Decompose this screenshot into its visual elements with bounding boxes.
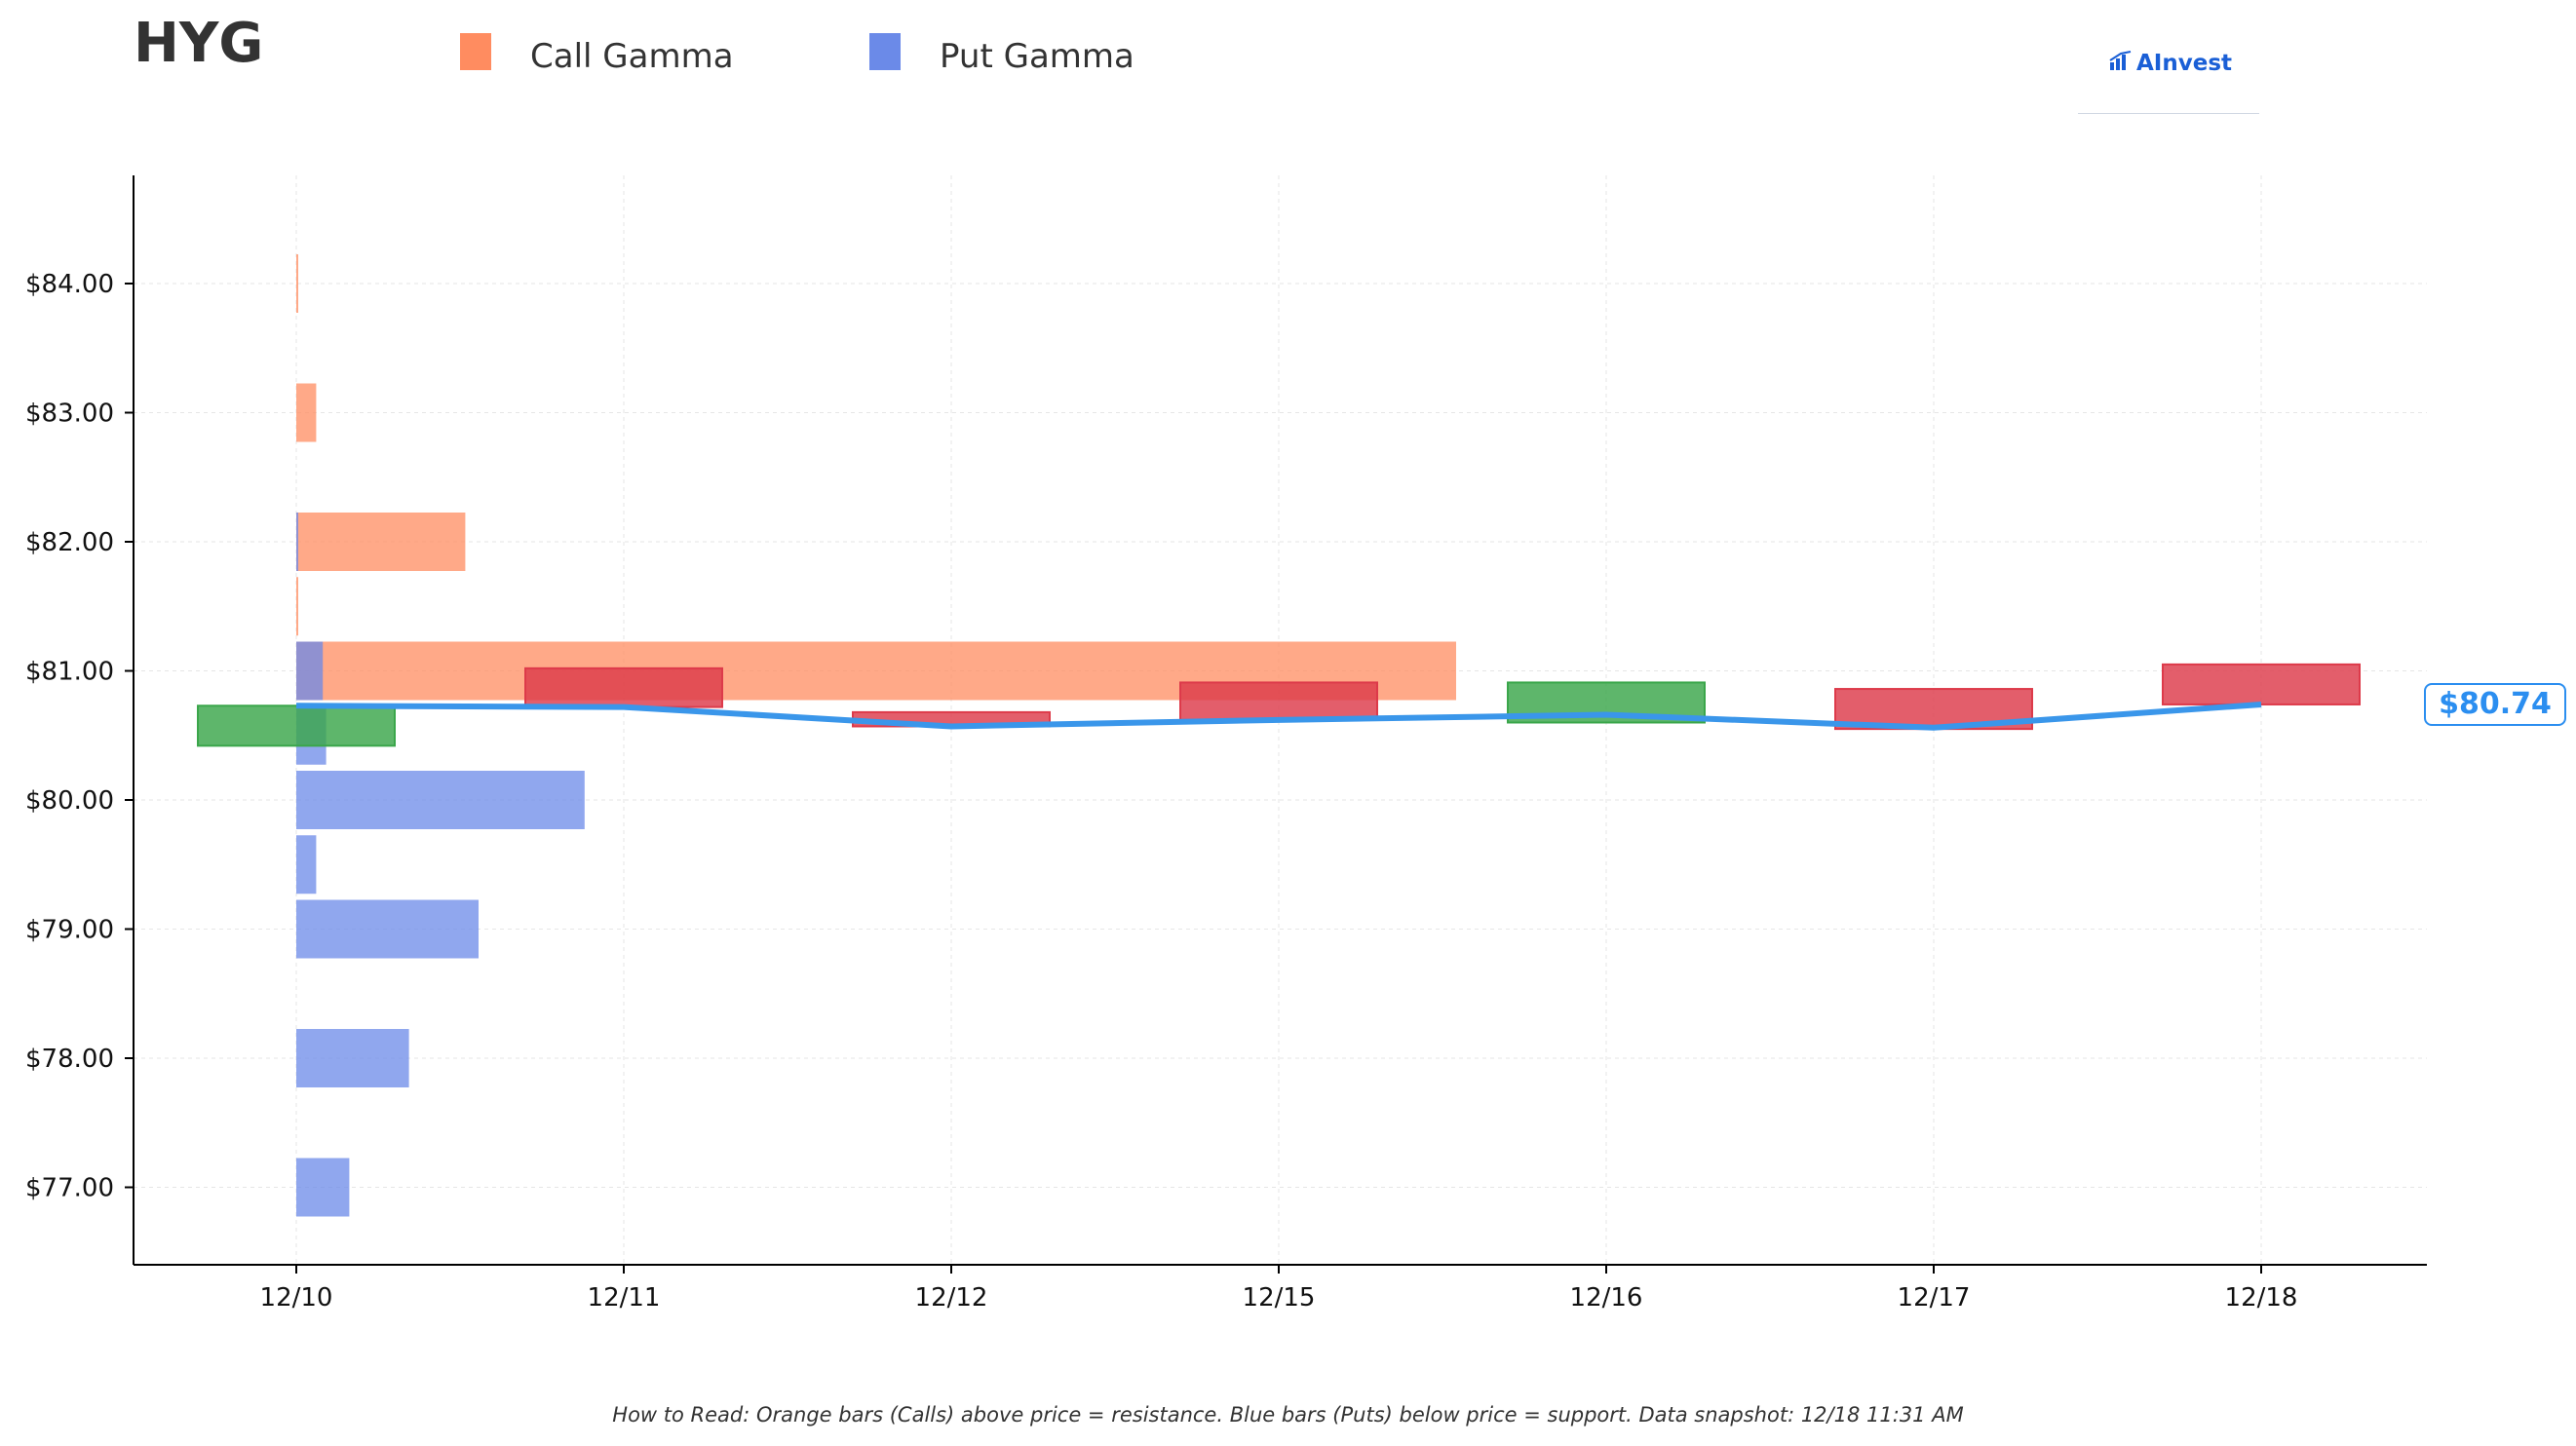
candle-body (2162, 663, 2361, 705)
axes (133, 175, 2427, 1266)
candle-body (524, 666, 723, 708)
call-gamma-bar (296, 254, 298, 313)
put-gamma-bar (296, 513, 298, 571)
legend-item-call-gamma: Call Gamma (460, 33, 734, 76)
y-tick-label: $77.00 (25, 1174, 114, 1203)
tick-labels: $77.00 $78.00 $79.00 $80.00 $81.00 $82.00 $83.… (25, 270, 2297, 1313)
legend-label-call-gamma: Call Gamma (530, 37, 734, 76)
gamma-bars (296, 254, 1456, 1217)
legend-label-put-gamma: Put Gamma (940, 37, 1134, 76)
call-gamma-bar (296, 383, 317, 442)
call-gamma-bar (296, 577, 298, 636)
legend-item-put-gamma: Put Gamma (869, 33, 1134, 76)
how-to-read-footnote: How to Read: Orange bars (Calls) above p… (612, 1403, 1964, 1427)
x-tick-label: 12/12 (915, 1283, 988, 1313)
y-tick-label: $79.00 (25, 916, 114, 945)
x-tick-label: 12/11 (588, 1283, 661, 1313)
x-tick-label: 12/18 (2225, 1283, 2298, 1313)
x-tick-label: 12/17 (1898, 1283, 1971, 1313)
y-tick-label: $80.00 (25, 786, 114, 816)
ainvest-logo: AInvest (2078, 39, 2259, 114)
put-gamma-bar (296, 641, 324, 701)
y-tick-label: $81.00 (25, 658, 114, 687)
price-line-layer (295, 701, 2262, 731)
candle-body (1179, 681, 1378, 721)
ainvest-logo-text: AInvest (2136, 51, 2233, 76)
put-gamma-bar (296, 771, 585, 829)
chart-title: HYG (134, 12, 264, 75)
put-gamma-bar (296, 1158, 350, 1217)
y-tick-label: $82.00 (25, 528, 114, 557)
current-price-label: $80.74 (2439, 687, 2552, 721)
put-gamma-swatch (869, 33, 901, 70)
current-price-tag: $80.74 (2424, 683, 2566, 726)
call-gamma-bar (296, 513, 466, 571)
ainvest-logo-icon (2109, 51, 2132, 70)
y-tick-label: $78.00 (25, 1045, 114, 1074)
gamma-price-chart: $77.00 $78.00 $79.00 $80.00 $81.00 $82.00 $83.… (25, 175, 2566, 1313)
candle-body (197, 704, 396, 747)
y-tick-label: $84.00 (25, 270, 114, 299)
put-gamma-bar (296, 899, 479, 959)
call-gamma-swatch (460, 33, 491, 70)
y-tick-label: $83.00 (25, 400, 114, 429)
price-line (295, 701, 2262, 731)
x-tick-label: 12/16 (1570, 1283, 1643, 1313)
current-price-tag-box (2424, 683, 2566, 726)
put-gamma-bar (296, 835, 317, 894)
x-tick-label: 12/10 (260, 1283, 333, 1313)
x-tick-label: 12/15 (1243, 1283, 1316, 1313)
put-gamma-bar (296, 1029, 409, 1087)
